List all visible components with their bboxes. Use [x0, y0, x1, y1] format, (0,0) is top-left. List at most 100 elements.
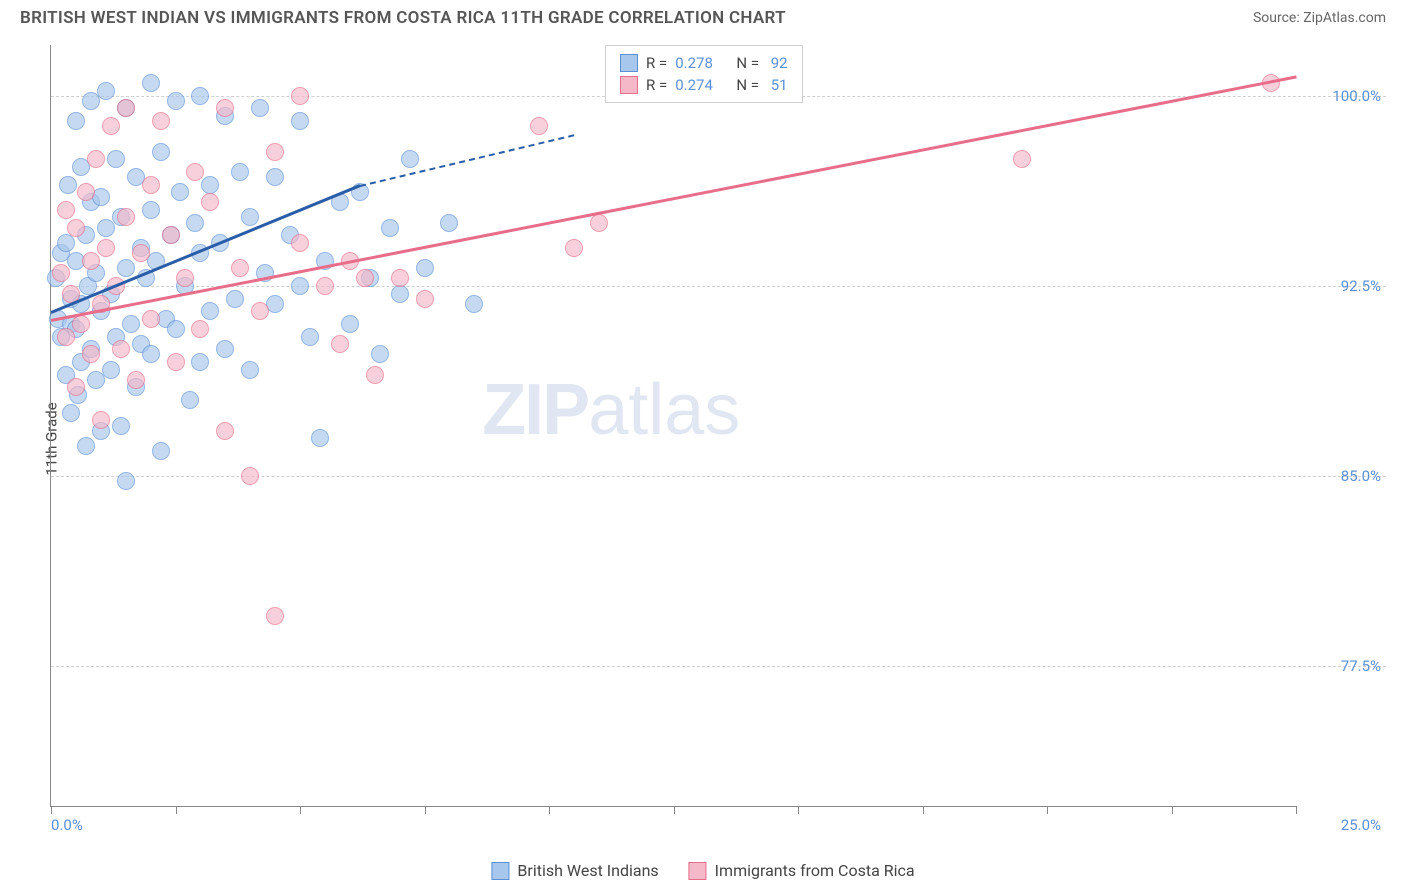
scatter-point-pink — [201, 193, 219, 211]
chart-container: 11th Grade ZIPatlas 100.0%92.5%85.0%77.5… — [50, 45, 1386, 832]
scatter-point-pink — [57, 328, 75, 346]
stat-r-label: R = — [646, 54, 667, 72]
chart-title: BRITISH WEST INDIAN VS IMMIGRANTS FROM C… — [20, 8, 786, 28]
scatter-point-pink — [291, 234, 309, 252]
scatter-point-pink — [590, 214, 608, 232]
scatter-point-pink — [176, 269, 194, 287]
x-tick — [1296, 806, 1297, 814]
scatter-point-blue — [181, 391, 199, 409]
stats-swatch-pink — [620, 76, 638, 94]
scatter-point-blue — [122, 315, 140, 333]
scatter-point-pink — [565, 239, 583, 257]
scatter-point-pink — [117, 99, 135, 117]
legend-label-blue: British West Indians — [517, 861, 658, 880]
x-axis-max-label: 25.0% — [1341, 816, 1381, 834]
scatter-point-pink — [112, 340, 130, 358]
scatter-point-pink — [142, 176, 160, 194]
scatter-point-blue — [266, 168, 284, 186]
x-tick — [798, 806, 799, 814]
scatter-point-pink — [52, 264, 70, 282]
scatter-point-blue — [59, 176, 77, 194]
scatter-point-blue — [231, 163, 249, 181]
legend-swatch-blue — [491, 862, 509, 880]
scatter-point-blue — [301, 328, 319, 346]
scatter-point-blue — [142, 201, 160, 219]
scatter-point-blue — [311, 429, 329, 447]
scatter-point-pink — [331, 335, 349, 353]
scatter-point-blue — [142, 74, 160, 92]
scatter-point-blue — [191, 353, 209, 371]
scatter-point-blue — [152, 143, 170, 161]
x-tick — [425, 806, 426, 814]
grid-line — [51, 286, 1386, 287]
scatter-point-blue — [57, 234, 75, 252]
scatter-point-blue — [191, 87, 209, 105]
scatter-point-pink — [231, 259, 249, 277]
scatter-point-blue — [291, 277, 309, 295]
scatter-point-blue — [440, 214, 458, 232]
scatter-point-pink — [266, 143, 284, 161]
scatter-point-pink — [82, 345, 100, 363]
scatter-point-pink — [67, 378, 85, 396]
scatter-point-pink — [67, 219, 85, 237]
stat-r-value: 0.274 — [675, 76, 713, 94]
scatter-point-blue — [112, 417, 130, 435]
scatter-point-blue — [216, 340, 234, 358]
scatter-point-pink — [162, 226, 180, 244]
stats-swatch-blue — [620, 54, 638, 72]
scatter-point-pink — [132, 244, 150, 262]
x-tick — [176, 806, 177, 814]
trend-line — [360, 134, 575, 187]
y-tick-label: 77.5% — [1311, 657, 1381, 675]
grid-line — [51, 666, 1386, 667]
scatter-point-pink — [186, 163, 204, 181]
legend-item-pink: Immigrants from Costa Rica — [689, 861, 915, 880]
scatter-point-blue — [291, 112, 309, 130]
scatter-point-blue — [401, 150, 419, 168]
scatter-point-pink — [127, 371, 145, 389]
scatter-point-blue — [341, 315, 359, 333]
scatter-point-blue — [186, 214, 204, 232]
x-tick — [923, 806, 924, 814]
x-tick — [549, 806, 550, 814]
legend-item-blue: British West Indians — [491, 861, 658, 880]
scatter-point-pink — [152, 112, 170, 130]
scatter-point-pink — [97, 239, 115, 257]
x-axis-min-label: 0.0% — [51, 816, 83, 834]
scatter-point-blue — [152, 442, 170, 460]
scatter-point-blue — [97, 82, 115, 100]
x-tick — [300, 806, 301, 814]
stat-n-label: N = — [736, 54, 759, 72]
y-tick-label: 85.0% — [1311, 467, 1381, 485]
scatter-point-pink — [416, 290, 434, 308]
scatter-point-pink — [366, 366, 384, 384]
stats-row-blue: R =0.278 N = 92 — [620, 52, 788, 74]
scatter-point-pink — [530, 117, 548, 135]
scatter-point-pink — [102, 117, 120, 135]
watermark: ZIPatlas — [482, 369, 740, 451]
plot-area: ZIPatlas 100.0%92.5%85.0%77.5%0.0%25.0%R… — [50, 45, 1296, 807]
watermark-prefix: ZIP — [482, 370, 588, 450]
stat-n-value: 92 — [767, 54, 788, 72]
scatter-point-pink — [251, 302, 269, 320]
scatter-point-blue — [226, 290, 244, 308]
x-tick — [674, 806, 675, 814]
scatter-point-blue — [142, 345, 160, 363]
scatter-point-blue — [416, 259, 434, 277]
scatter-point-blue — [171, 183, 189, 201]
x-tick — [1047, 806, 1048, 814]
stat-n-label: N = — [736, 76, 759, 94]
scatter-point-pink — [216, 422, 234, 440]
scatter-point-pink — [391, 269, 409, 287]
scatter-point-blue — [117, 259, 135, 277]
x-tick — [51, 806, 52, 814]
scatter-point-blue — [201, 302, 219, 320]
scatter-point-pink — [291, 87, 309, 105]
scatter-point-pink — [87, 150, 105, 168]
scatter-point-pink — [241, 467, 259, 485]
scatter-point-pink — [92, 411, 110, 429]
scatter-point-pink — [1013, 150, 1031, 168]
legend-label-pink: Immigrants from Costa Rica — [715, 861, 915, 880]
scatter-point-pink — [117, 208, 135, 226]
scatter-point-pink — [82, 252, 100, 270]
